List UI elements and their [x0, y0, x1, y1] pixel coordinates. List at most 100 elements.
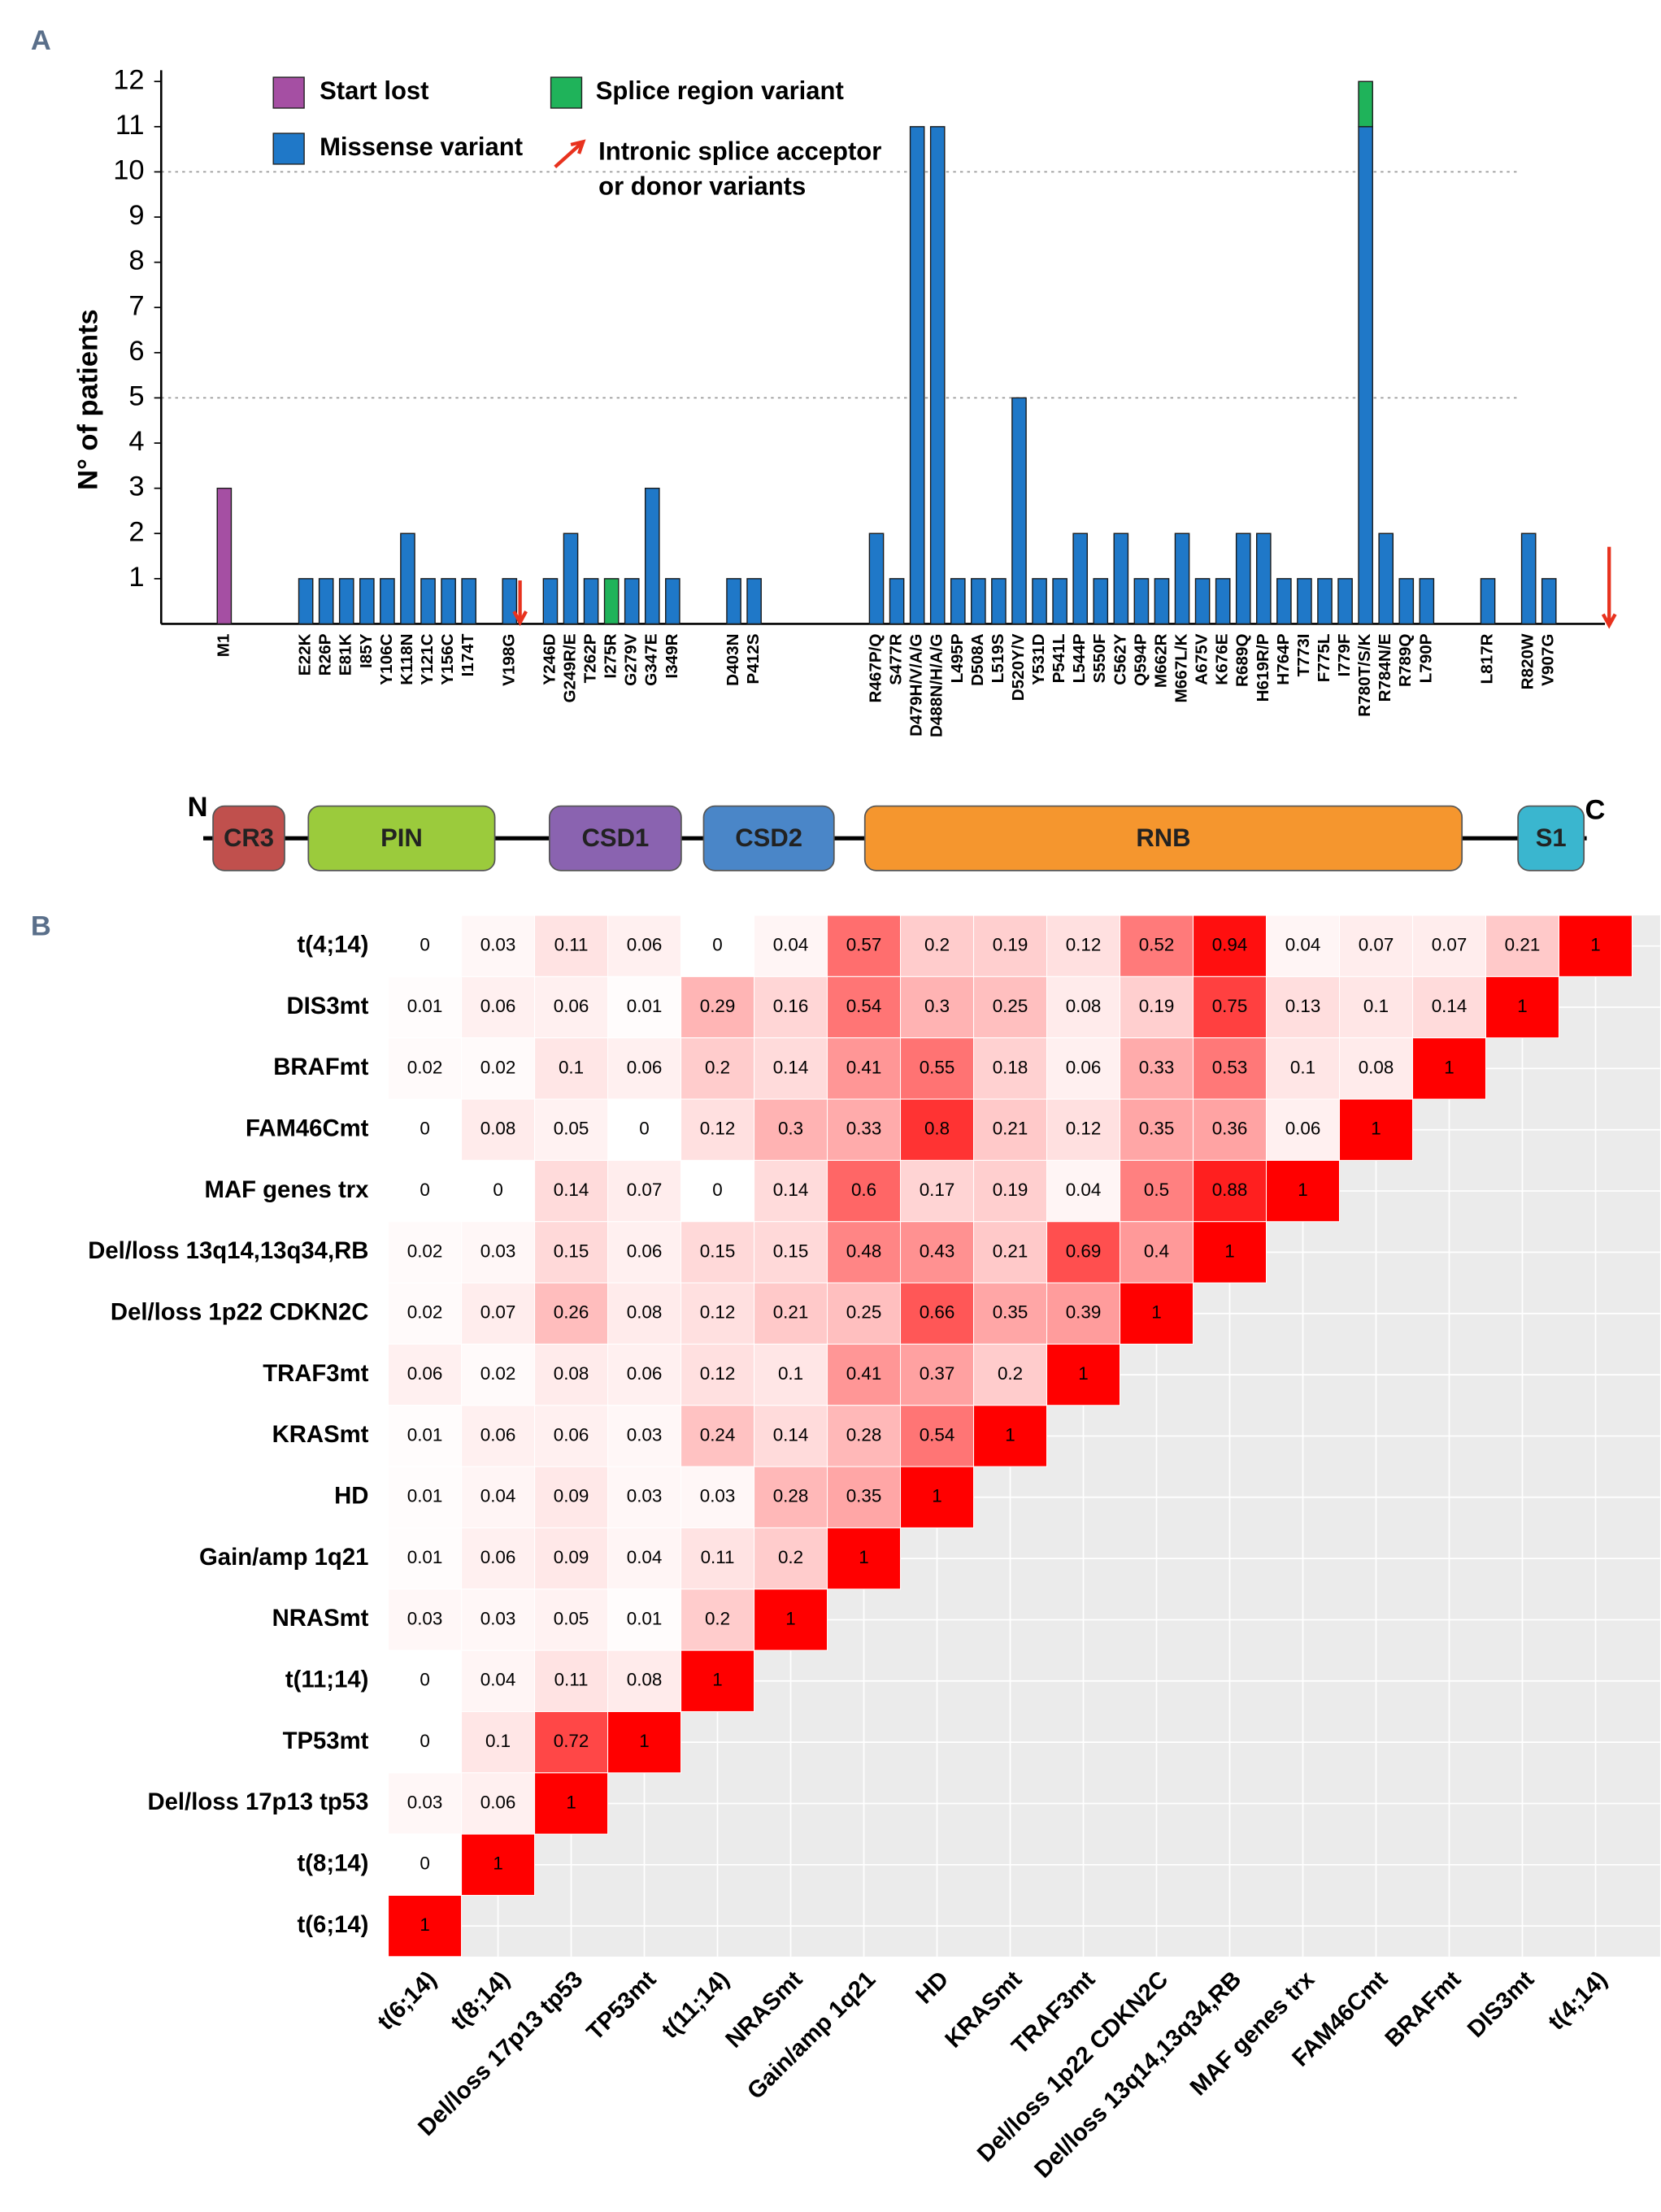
y-tick-label: TRAF3mt — [263, 1360, 368, 1387]
bar — [1378, 532, 1394, 625]
cell-label: 0.21 — [993, 1119, 1028, 1139]
cell-label: 0.08 — [554, 1363, 589, 1384]
cell-label: 0.05 — [554, 1608, 589, 1628]
cell-label: 0.2 — [998, 1363, 1023, 1384]
cell-label: 0.13 — [1285, 996, 1321, 1016]
heatmap-cell — [534, 1405, 609, 1467]
cell-label: 0.06 — [407, 1363, 443, 1384]
heatmap-cell — [973, 1343, 1048, 1406]
cell-label: 1 — [1590, 935, 1600, 955]
heatmap-cell — [534, 1098, 609, 1161]
heatmap-cell — [461, 1527, 536, 1590]
cell-label: 0.43 — [920, 1241, 955, 1261]
cell-label: 0.11 — [554, 935, 589, 955]
heatmap-cell — [973, 1098, 1048, 1161]
y-tick-label: MAF genes trx — [205, 1176, 370, 1203]
heatmap-cell — [461, 1405, 536, 1467]
cell-label: 0.06 — [627, 1363, 663, 1384]
cell-label: 0 — [420, 1670, 429, 1690]
heatmap-cell — [973, 1221, 1048, 1284]
cell-label: 0.4 — [1144, 1241, 1169, 1261]
cell-label: 0.2 — [705, 1057, 730, 1077]
cell-label: 0.06 — [627, 1057, 663, 1077]
cell-label: 0.01 — [407, 1424, 443, 1445]
bar — [400, 532, 415, 625]
domain-label: CSD2 — [735, 824, 802, 852]
heatmap-cell — [680, 1588, 755, 1651]
y-tick-label: Del/loss 1p22 CDKN2C — [111, 1298, 368, 1325]
cell-label: 0.08 — [1359, 1057, 1394, 1077]
heatmap-cell — [827, 1098, 902, 1161]
y-tick-label: t(6;14) — [298, 1911, 369, 1938]
heatmap-cell — [827, 1221, 902, 1284]
cell-label: 0.03 — [480, 935, 516, 955]
cell-label: 0.08 — [480, 1119, 516, 1139]
y-tick-label: 2 — [128, 516, 144, 547]
heatmap-cell — [1046, 976, 1121, 1039]
cell-label: 0.05 — [554, 1119, 589, 1139]
heatmap-cell — [680, 1343, 755, 1406]
heatmap-cell — [1119, 915, 1194, 977]
legend-arrow — [554, 140, 585, 168]
heatmap-cell — [1265, 976, 1341, 1039]
cell-label: 0.41 — [846, 1057, 882, 1077]
heatmap-cell — [461, 1772, 536, 1835]
cell-label: 0.06 — [1066, 1057, 1102, 1077]
x-tick-label: D479H/V/A/G — [907, 633, 926, 736]
cell-label: 0.06 — [480, 1547, 516, 1567]
y-tick-label: t(4;14) — [298, 931, 369, 958]
bar — [502, 578, 518, 625]
cell-label: 0.36 — [1212, 1119, 1248, 1139]
x-tick-label: V907G — [1539, 633, 1558, 685]
cell-label: 0.18 — [993, 1057, 1028, 1077]
bar — [868, 532, 885, 625]
cell-label: 0.06 — [480, 1424, 516, 1445]
cell-label: 0.15 — [554, 1241, 589, 1261]
cell-label: 1 — [1224, 1241, 1234, 1261]
cell-label: 0.12 — [700, 1119, 736, 1139]
heatmap-cell — [754, 1405, 828, 1467]
bar — [1072, 532, 1089, 625]
heatmap-cell — [754, 976, 828, 1039]
bar — [1317, 578, 1333, 625]
heatmap-cell — [827, 1343, 902, 1406]
heatmap-cell — [1046, 1221, 1121, 1284]
protein-domain — [863, 805, 1463, 871]
legend-swatch — [550, 76, 583, 109]
y-tick-label: BRAFmt — [273, 1054, 368, 1080]
bar — [603, 578, 620, 625]
cell-label: 0.48 — [846, 1241, 882, 1261]
legend-label: Splice region variant — [596, 76, 844, 105]
heatmap-cell — [754, 1037, 828, 1100]
cell-label: 0.03 — [407, 1608, 443, 1628]
legend-arrow-head — [570, 139, 586, 154]
cell-label: 0 — [712, 1180, 722, 1200]
domain-label: CSD1 — [581, 824, 649, 852]
bar — [542, 578, 559, 625]
x-tick-label: M667L/K — [1172, 633, 1190, 702]
heatmap-cell — [607, 1405, 682, 1467]
cell-label: 0.03 — [480, 1241, 516, 1261]
cell-label: 0.39 — [1066, 1302, 1102, 1323]
domain-label: PIN — [380, 824, 423, 852]
heatmap-cell — [973, 1159, 1048, 1223]
cell-label: 0.07 — [480, 1302, 516, 1323]
cell-label: 0.03 — [627, 1486, 663, 1506]
heatmap-cell — [534, 1221, 609, 1284]
heatmap-cell — [388, 976, 463, 1039]
heatmap-cell — [973, 915, 1048, 977]
cell-label: 1 — [859, 1547, 868, 1567]
y-tick-label: 1 — [128, 562, 144, 593]
bar — [1133, 578, 1150, 625]
bar — [1052, 578, 1067, 625]
bar — [1480, 578, 1496, 625]
cell-label: 0.2 — [705, 1608, 730, 1628]
heatmap-cell — [900, 1343, 975, 1406]
bar — [1297, 578, 1312, 625]
x-tick-label: Y531D — [1029, 633, 1048, 684]
heatmap-cell — [754, 1221, 828, 1284]
x-tick-label: P541L — [1050, 633, 1068, 683]
cell-label: 0.02 — [407, 1057, 443, 1077]
heatmap-cell — [607, 1527, 682, 1590]
cell-label: 0.3 — [924, 996, 950, 1016]
